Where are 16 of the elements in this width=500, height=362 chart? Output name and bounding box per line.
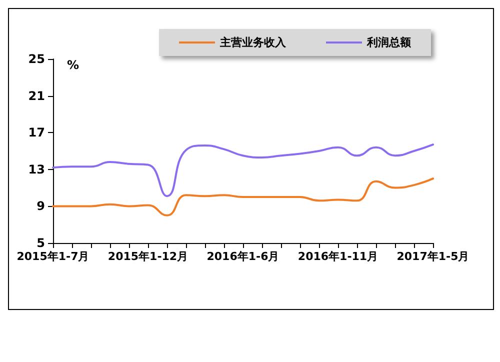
- x-tick-label: 2017年1-5月: [396, 250, 470, 263]
- y-tick-label: 17: [28, 126, 45, 140]
- line-series: [52, 178, 434, 216]
- y-tick-label: 13: [28, 162, 45, 176]
- y-tick-label: 21: [28, 88, 45, 103]
- y-tick-label: 25: [28, 52, 45, 66]
- x-tick-label: 2015年1-7月: [16, 250, 90, 263]
- x-tick-label: 2016年1-6月: [206, 250, 280, 263]
- y-tick-label: 9: [36, 199, 45, 214]
- y-tick-label: 5: [36, 236, 45, 250]
- x-tick-label: 2015年1-12月: [108, 250, 188, 263]
- x-tick-label: 2016年1-11月: [298, 250, 378, 263]
- line-series: [52, 144, 434, 198]
- y-axis-title: %: [67, 58, 80, 72]
- legend-label: 利润总额: [366, 36, 412, 49]
- legend-label: 主营业务收入: [219, 36, 287, 49]
